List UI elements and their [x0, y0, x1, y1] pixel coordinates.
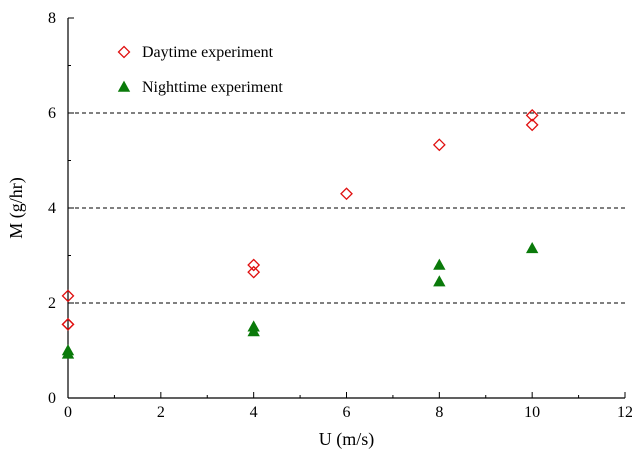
data-point — [432, 138, 446, 152]
x-axis-label: U (m/s) — [319, 429, 375, 450]
data-points — [61, 108, 539, 359]
x-tick-label: 12 — [617, 404, 632, 421]
data-point — [61, 289, 75, 303]
x-tick-label: 4 — [250, 404, 258, 421]
y-tick-label: 0 — [48, 390, 56, 407]
legend-marker — [117, 80, 131, 92]
data-point — [340, 187, 353, 201]
data-point — [247, 258, 261, 272]
x-tick-label: 10 — [524, 404, 540, 421]
legend-marker — [117, 45, 131, 59]
y-axis-label: M (g/hr) — [6, 177, 27, 239]
data-point — [525, 108, 539, 122]
data-point — [247, 265, 261, 279]
data-point — [433, 258, 446, 270]
data-point — [61, 317, 75, 331]
data-point — [61, 347, 75, 359]
axes — [67, 17, 626, 399]
y-tick-label: 2 — [48, 295, 56, 312]
x-tick-label: 8 — [435, 404, 443, 421]
legend: Daytime experiment Nighttime experiment — [117, 44, 283, 96]
legend-label: Daytime experiment — [142, 44, 274, 61]
y-tick-label: 4 — [48, 200, 56, 217]
y-tick-label: 8 — [48, 10, 56, 27]
y-tick-label: 6 — [48, 105, 56, 122]
data-point — [433, 275, 446, 287]
x-tick-label: 6 — [343, 404, 351, 421]
tick-labels: 0 2 4 6 8 10 12 0 2 4 6 8 — [48, 10, 632, 421]
x-tick-label: 2 — [157, 404, 165, 421]
data-point — [525, 242, 539, 254]
legend-label: Nighttime experiment — [142, 79, 283, 96]
data-point — [525, 118, 539, 132]
data-point — [247, 325, 260, 337]
reference-lines — [68, 112, 625, 304]
x-tick-label: 0 — [64, 404, 72, 421]
